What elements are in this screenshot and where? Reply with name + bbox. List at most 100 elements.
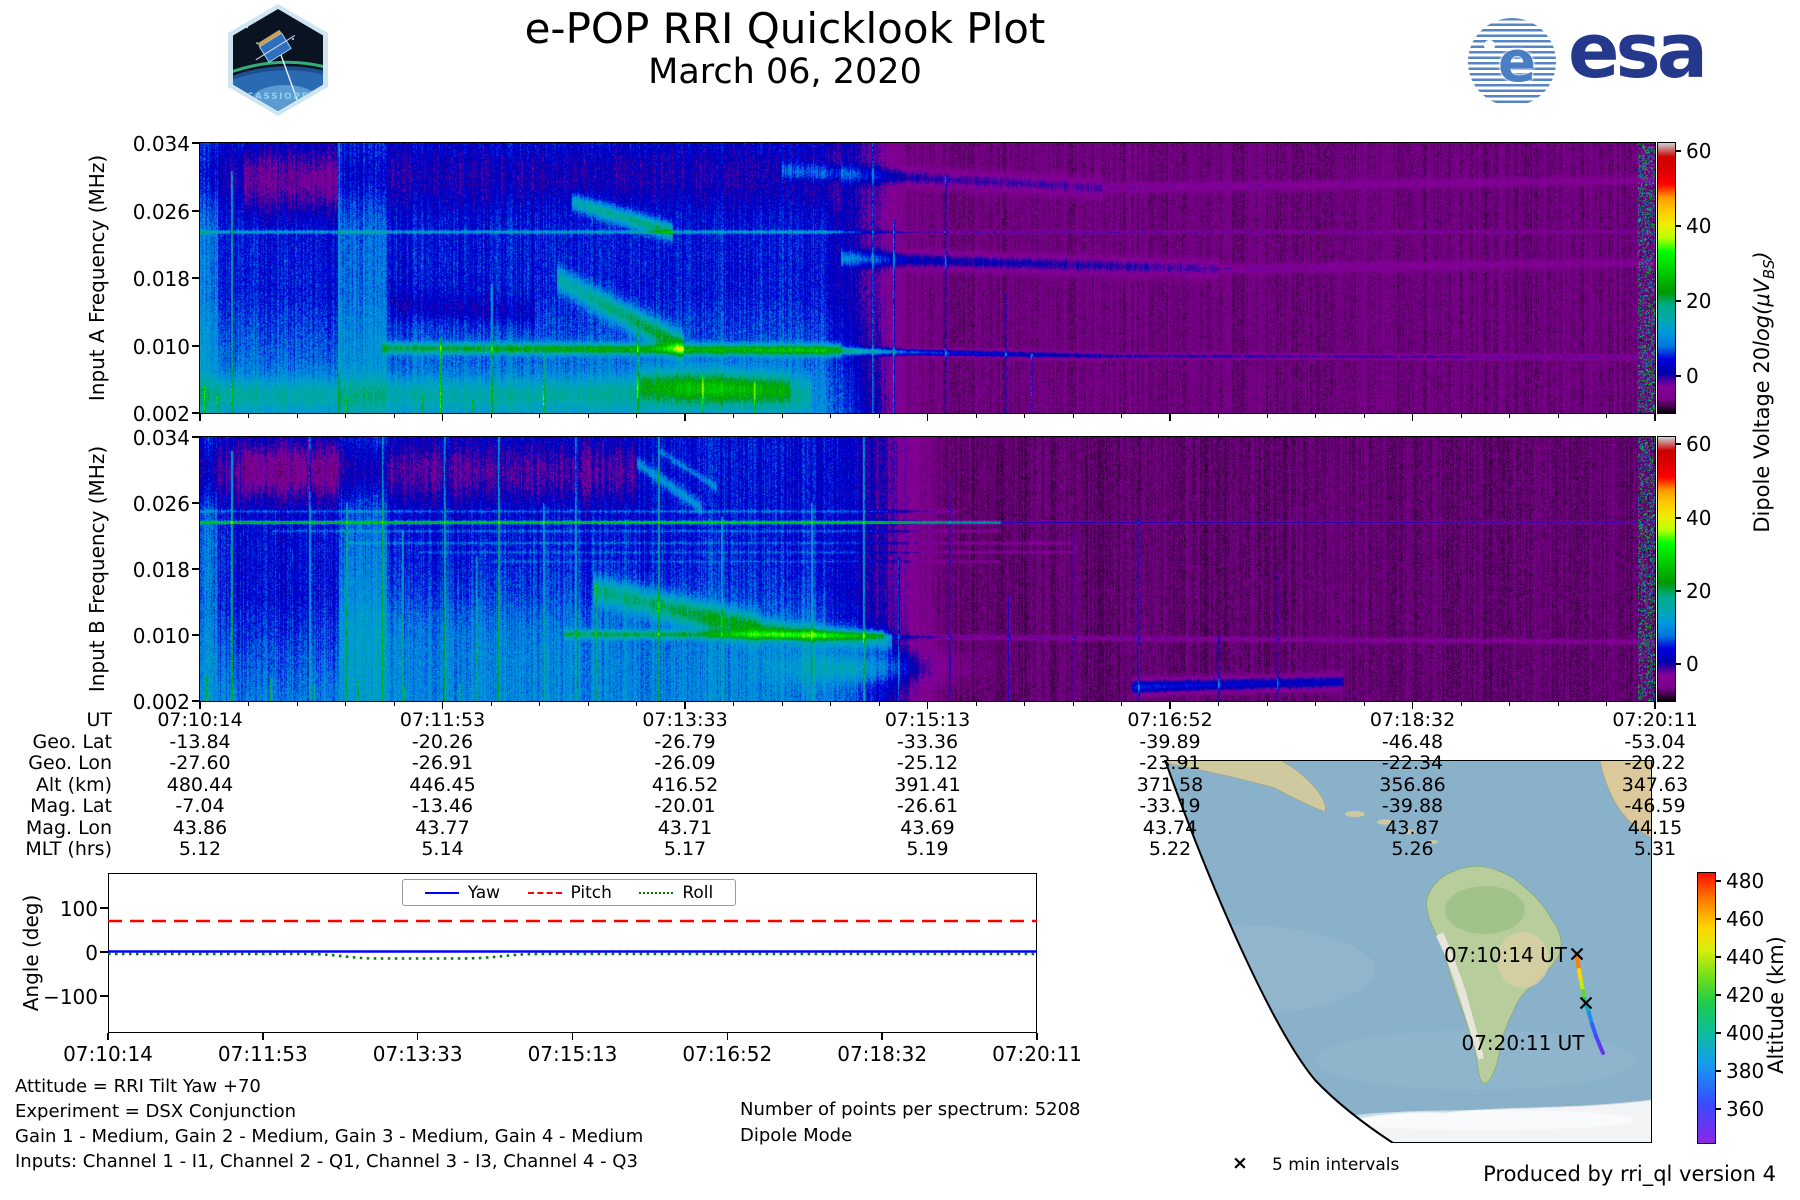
legend-item-pitch: Pitch [528,883,612,903]
xtick-mark-minor [1364,701,1365,706]
xtick-mark-major [199,701,201,709]
ephemeris-cell: -27.60 [105,753,295,774]
xtick-mark-minor [1315,701,1316,706]
cbar-tick-mark [1675,590,1681,592]
xtick-mark-minor [1558,413,1559,418]
ephemeris-cell: 43.86 [105,818,295,839]
ephemeris-cell: -20.26 [348,732,538,753]
xtick-mark-minor [248,701,249,706]
xtick-mark-minor [830,701,831,706]
esa-logo-star [1484,40,1495,51]
ephemeris-row-label: Geo. Lon [0,753,112,774]
ytick-label-input-b: 0.018 [128,558,190,582]
cbar-tick-label-a: 0 [1686,364,1699,388]
axis-label-input-a: Input A Frequency (MHz) [85,155,109,401]
xtick-mark-minor [1461,701,1462,706]
alt-tick-label: 440 [1726,945,1764,969]
ytick-mark [100,995,108,997]
xtick-mark-major [442,701,444,709]
xtick-mark-minor [297,701,298,706]
xtick-mark-minor [248,413,249,418]
xtick-mark-major [1654,413,1656,421]
alt-tick-mark [1715,994,1721,996]
xtick-mark-minor [636,413,637,418]
cbar-tick-mark [1675,225,1681,227]
alt-tick-mark [1715,880,1721,882]
ephemeris-cell: 347.63 [1560,775,1750,796]
alt-tick-label: 360 [1726,1097,1764,1121]
alt-tick-label: 480 [1726,869,1764,893]
ephemeris-cell: 5.22 [1075,839,1265,860]
ytick-label-input-a: 0.026 [128,200,190,224]
ytick-label-input-a: 0.010 [128,335,190,359]
ytick-label-input-b: 0.034 [128,426,190,450]
xtick-mark-minor [1073,701,1074,706]
ephemeris-cell: 07:11:53 [348,710,538,731]
colorbar-label-log: log(μV [1750,279,1774,347]
xtick-mark-minor [733,413,734,418]
xtick-mark-minor [976,701,977,706]
colorbar-label-sub: BS [1761,260,1778,279]
angle-xtick-label: 07:11:53 [183,1042,343,1066]
legend-line-sample [639,892,673,894]
xtick-mark-major [1169,701,1171,709]
produced-by: Produced by rri_ql version 4 [1483,1162,1776,1186]
ytick-label-input-b: 0.026 [128,492,190,516]
ephemeris-cell: 43.87 [1318,818,1508,839]
legend-item-label: Roll [682,883,713,903]
ytick-mark [192,345,200,347]
angle-ytick-label: −100 [30,985,98,1009]
xtick-mark-minor [394,413,395,418]
xtick-mark-minor [1606,701,1607,706]
xtick-mark-major [1169,413,1171,421]
spectrogram-input-b [200,437,1655,701]
ytick-mark [192,634,200,636]
esa-logo: e esa [1468,16,1698,108]
xtick-mark-minor [1364,413,1365,418]
ephemeris-cell: -26.09 [590,753,780,774]
alt-tick-label: 380 [1726,1059,1764,1083]
annotation-experiment: Experiment = DSX Conjunction [15,1101,296,1122]
xtick-mark-major [199,413,201,421]
ytick-mark [192,210,200,212]
xtick-mark-major [1412,701,1414,709]
legend-line-sample [425,892,459,894]
xtick-mark-minor [1121,701,1122,706]
xtick-mark-minor [345,701,346,706]
ytick-label-input-a: 0.002 [128,402,190,426]
ephemeris-cell: 44.15 [1560,818,1750,839]
ephemeris-cell: 5.14 [348,839,538,860]
xtick-mark-major [927,413,929,421]
alt-tick-mark [1715,956,1721,958]
ytick-mark [100,951,108,953]
xtick-mark-minor [588,701,589,706]
angle-xtick-label: 07:18:32 [802,1042,962,1066]
xtick-mark-minor [1509,701,1510,706]
spectrogram-input-a [200,143,1655,413]
xtick-mark-minor [394,701,395,706]
xtick-mark-minor [491,701,492,706]
axis-label-input-b: Input B Frequency (MHz) [85,446,109,692]
annotation-npoints: Number of points per spectrum: 5208 [740,1099,1081,1120]
track-segment [1600,1046,1603,1053]
ytick-label-input-a: 0.018 [128,267,190,291]
xtick-mark-minor [539,413,540,418]
annotation-gains: Gain 1 - Medium, Gain 2 - Medium, Gain 3… [15,1126,643,1147]
xtick-mark-minor [1558,701,1559,706]
xtick-mark-minor [1267,413,1268,418]
legend-item-label: Yaw [468,883,500,903]
ytick-mark [192,436,200,438]
cbar-tick-mark [1675,150,1681,152]
ephemeris-cell: 5.19 [833,839,1023,860]
xtick-mark-minor [345,413,346,418]
xtick-mark-major [684,701,686,709]
xtick-mark-major [1412,413,1414,421]
ytick-mark [192,568,200,570]
xtick-mark-minor [733,701,734,706]
ephemeris-cell: 43.77 [348,818,538,839]
xtick-mark-major [684,413,686,421]
colorbar-label-altitude: Altitude (km) [1764,936,1788,1074]
cbar-tick-mark [1675,300,1681,302]
xtick-mark-minor [636,701,637,706]
ephemeris-cell: 5.26 [1318,839,1508,860]
